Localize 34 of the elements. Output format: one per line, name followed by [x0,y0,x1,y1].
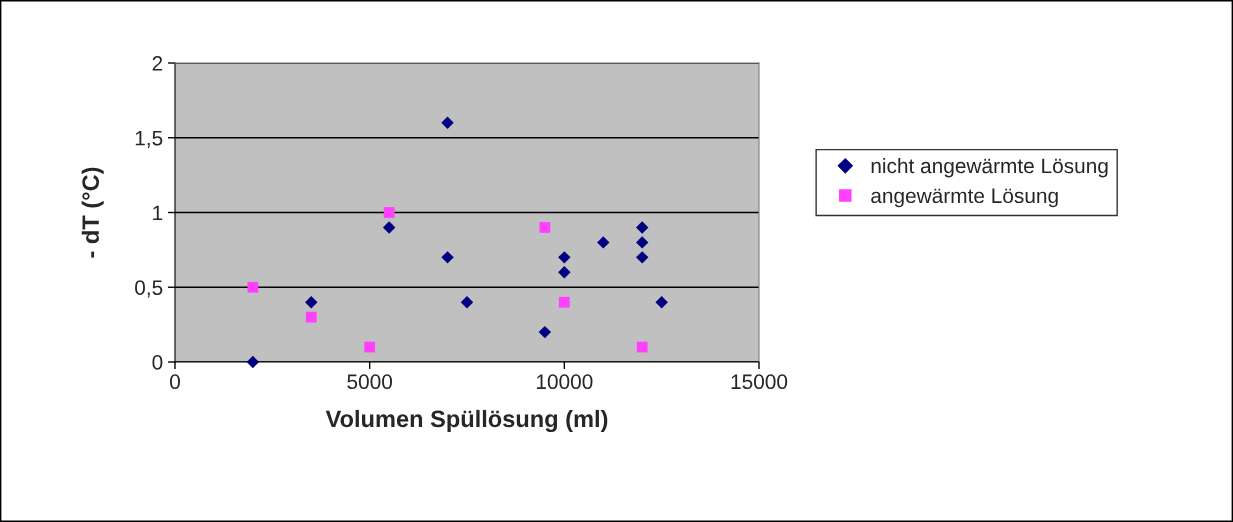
point [441,251,454,264]
x-axis-title: Volumen Spüllösung (ml) [325,409,608,433]
point [655,295,668,309]
point [635,251,649,264]
point [539,222,551,233]
point [558,266,571,279]
point [635,236,649,249]
y-tick-label: 1 [153,205,163,221]
point [247,281,259,293]
point [383,207,395,218]
legend-label: nicht angewärmte Lösung [871,157,1108,178]
x-tick-label: 0 [170,374,180,390]
point [635,221,649,234]
y-tick-label: 2 [152,56,163,71]
y-tick-label: 0 [152,355,163,370]
point [597,236,610,249]
point [246,355,260,369]
point [538,325,552,339]
y-axis-title: - dT (°C) [81,167,104,258]
y-tick-label: 0,5 [135,280,163,298]
point [558,296,570,308]
point [305,295,318,309]
point [441,116,454,130]
point [305,311,317,323]
point [382,221,396,234]
point [364,341,376,353]
point [558,251,571,264]
point [460,295,474,309]
x-tick-label: 10000 [536,374,593,390]
legend-label: angewärmte Lösung [871,188,1058,208]
point [636,341,648,353]
x-tick-label: 15000 [731,374,788,390]
x-tick-label: 5000 [347,374,393,390]
y-tick-label: 1,5 [135,130,163,148]
